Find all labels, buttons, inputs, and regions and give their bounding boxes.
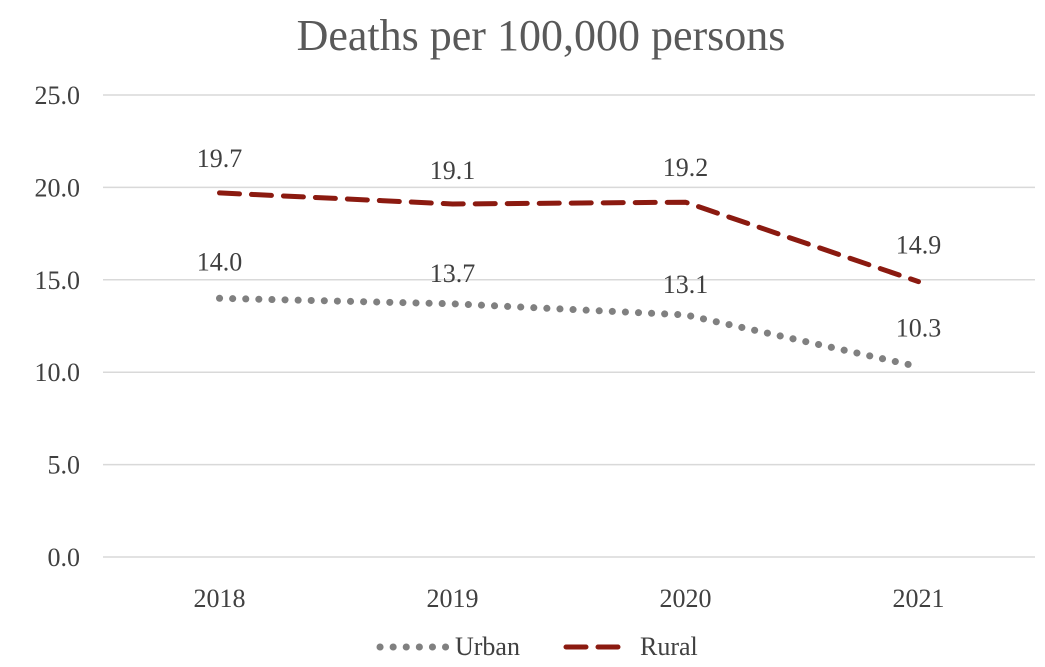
series-lines xyxy=(216,190,922,371)
series-line-rural xyxy=(217,190,921,285)
y-axis-tick-labels: 0.0 5.0 10.0 15.0 20.0 25.0 xyxy=(35,81,81,572)
y-tick-label: 15.0 xyxy=(35,266,81,295)
data-label-urban: 13.7 xyxy=(430,259,476,288)
y-tick-label: 25.0 xyxy=(35,81,81,110)
x-tick-label: 2021 xyxy=(893,584,945,613)
data-labels: 14.0 13.7 13.1 10.3 19.7 19.1 19.2 14.9 xyxy=(197,144,942,343)
data-label-urban: 10.3 xyxy=(896,314,942,343)
data-label-rural: 19.2 xyxy=(663,153,709,182)
data-label-rural: 19.1 xyxy=(430,156,476,185)
data-label-rural: 14.9 xyxy=(896,231,942,260)
data-label-rural: 19.7 xyxy=(197,144,243,173)
x-tick-label: 2020 xyxy=(660,584,712,613)
series-line-urban xyxy=(216,294,922,371)
legend-label-rural: Rural xyxy=(640,632,698,661)
y-tick-label: 5.0 xyxy=(48,451,81,480)
data-label-urban: 14.0 xyxy=(197,247,243,276)
legend: Urban Rural xyxy=(376,632,698,661)
gridlines xyxy=(103,94,1035,558)
legend-label-urban: Urban xyxy=(455,632,520,661)
y-tick-label: 0.0 xyxy=(48,543,81,572)
x-axis-tick-labels: 2018 2019 2020 2021 xyxy=(194,584,945,613)
y-tick-label: 10.0 xyxy=(35,358,81,387)
chart-title: Deaths per 100,000 persons xyxy=(297,11,786,60)
data-label-urban: 13.1 xyxy=(663,270,709,299)
x-tick-label: 2019 xyxy=(427,584,479,613)
y-tick-label: 20.0 xyxy=(35,173,81,202)
x-tick-label: 2018 xyxy=(194,584,246,613)
